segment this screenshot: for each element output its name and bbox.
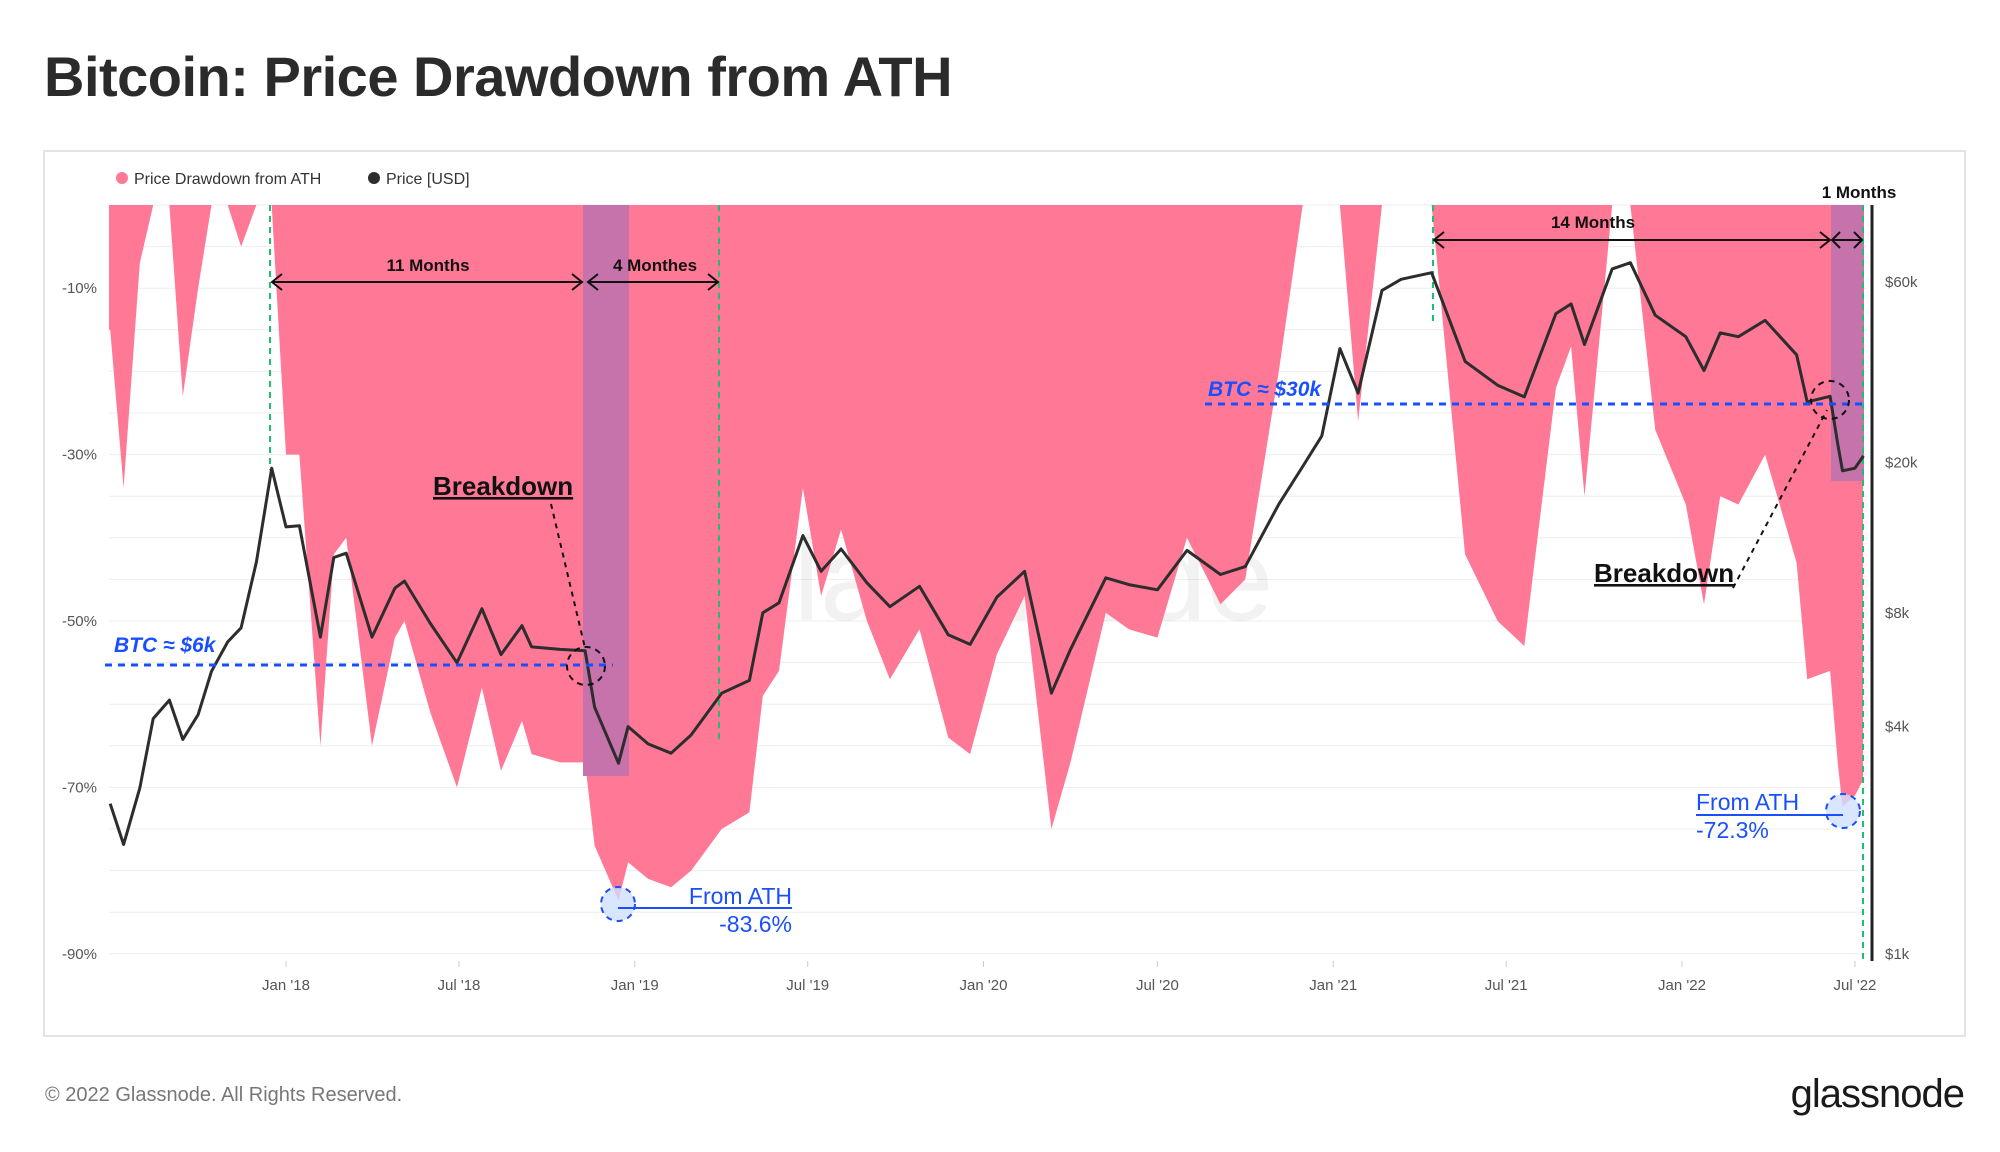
y-right-tick-label: $4k [1885,719,1910,736]
page-title: Bitcoin: Price Drawdown from ATH [44,45,953,108]
level-label-6k: BTC ≈ $6k [114,634,217,657]
price-line [108,261,1865,846]
y-right-tick-label: $1k [1885,946,1910,963]
x-tick-label: Jan '19 [611,977,659,994]
glassnode-logo[interactable]: glassnode [1790,1072,1965,1116]
breakdown-pointer-2022 [1732,409,1828,589]
breakdown-circle-2022 [1810,380,1850,420]
x-tick-label: Jan '22 [1658,977,1706,994]
x-tick-label: Jan '18 [262,977,310,994]
breakdown-label-2018: Breakdown [433,471,573,501]
x-tick-label: Jul '18 [438,977,481,994]
copyright: © 2022 Glassnode. All Rights Reserved. [45,1084,403,1106]
low-circle-2022 [1825,793,1861,829]
x-tick-label: Jul '20 [1136,977,1179,994]
span-11-months [270,273,584,291]
low-circle-2018 [600,886,636,922]
x-tick-label: Jul '19 [786,977,829,994]
y-right-tick-label: $20k [1885,454,1918,471]
y-left-tick-label: -50% [62,613,97,630]
breakdown-circle-2018 [566,646,606,686]
y-right-tick-label: $8k [1885,605,1910,622]
legend-label-price: Price [USD] [386,171,470,188]
y-left-tick-label: -70% [62,779,97,796]
breakdown-label-2022: Breakdown [1594,558,1734,588]
span-1-month [1830,231,1864,249]
legend-swatch-price [368,172,380,184]
x-tick-label: Jan '20 [960,977,1008,994]
span-label-11-months: 11 Months [386,256,469,275]
legend-swatch-drawdown [116,172,128,184]
x-tick-label: Jan '21 [1309,977,1357,994]
low-value-2018: -83.6% [719,911,792,937]
span-label-14-months: 14 Months [1551,213,1635,232]
y-left-tick-label: -90% [62,946,97,963]
level-label-30k: BTC ≈ $30k [1208,378,1322,401]
y-left-tick-label: -10% [62,280,97,297]
span-label-1-month: 1 Months [1822,183,1897,202]
low-value-2022: -72.3% [1696,817,1769,843]
y-right-tick-label: $60k [1885,274,1918,291]
y-left-tick-label: -30% [62,447,97,464]
legend: Price Drawdown from ATH Price [USD] [116,171,470,188]
span-4-months [586,273,720,291]
low-title-2022: From ATH [1696,789,1799,815]
span-label-4-months: 4 Monthes [613,256,697,275]
drawdown-area [109,205,1864,901]
chart-frame [43,150,1966,1037]
low-title-2018: From ATH [689,883,792,909]
x-tick-label: Jul '22 [1833,977,1876,994]
x-tick-label: Jul '21 [1485,977,1528,994]
breakdown-zone-2018 [583,205,629,776]
span-14-months [1432,231,1832,249]
breakdown-pointer-2018 [550,503,586,649]
legend-label-drawdown: Price Drawdown from ATH [134,171,321,188]
